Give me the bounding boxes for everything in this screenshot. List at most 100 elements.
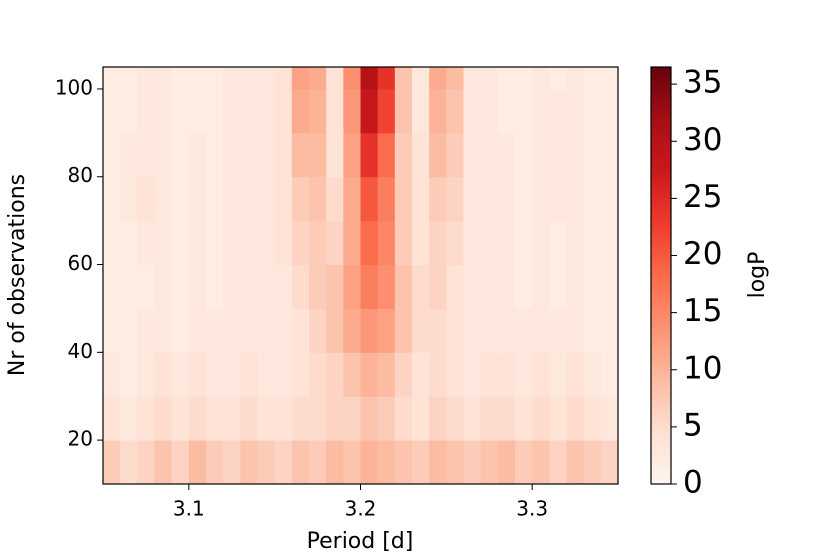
heatmap-cell xyxy=(103,308,121,353)
heatmap-cell xyxy=(497,440,516,485)
heatmap-cell xyxy=(103,67,121,90)
heatmap-cell xyxy=(600,67,619,90)
heatmap-cell xyxy=(326,132,344,178)
heatmap-cell xyxy=(171,67,190,90)
heatmap-cell xyxy=(377,220,396,266)
heatmap-cell xyxy=(223,220,241,266)
x-tick-label: 3.1 xyxy=(173,497,205,521)
y-tick-label: 40 xyxy=(68,339,93,363)
heatmap-cell xyxy=(257,440,276,485)
heatmap-cell xyxy=(223,440,241,485)
heatmap-cell xyxy=(583,440,602,485)
heatmap-cell xyxy=(549,352,567,397)
heatmap-cell xyxy=(240,176,258,222)
heatmap-cell xyxy=(326,176,344,222)
heatmap-cell xyxy=(137,88,155,134)
heatmap-cell xyxy=(343,396,361,441)
heatmap-cell xyxy=(206,264,224,309)
heatmap-cell xyxy=(291,440,310,485)
heatmap-cell xyxy=(515,67,533,90)
heatmap-cell xyxy=(309,132,327,178)
heatmap-cell xyxy=(188,220,207,266)
heatmap-cell xyxy=(566,264,585,309)
heatmap-cell xyxy=(240,67,258,90)
heatmap-cell xyxy=(326,396,344,441)
heatmap-cell xyxy=(566,308,585,353)
heatmap-cell xyxy=(171,264,190,309)
heatmap-cell xyxy=(532,88,550,134)
heatmap-cell xyxy=(549,67,567,90)
x-tick-label: 3.3 xyxy=(516,497,548,521)
heatmap-cell xyxy=(154,67,173,90)
heatmap-cell xyxy=(120,176,138,222)
heatmap-cell xyxy=(480,88,499,134)
heatmap-cell xyxy=(206,396,224,441)
heatmap-cell xyxy=(463,352,482,397)
heatmap-cell xyxy=(394,220,413,266)
heatmap-cell xyxy=(429,132,447,178)
heatmap-cell xyxy=(137,67,155,90)
heatmap-cell xyxy=(600,176,619,222)
heatmap-cell xyxy=(583,264,602,309)
colorbar-tick-label: 30 xyxy=(683,122,722,158)
heatmap-cell xyxy=(566,220,585,266)
heatmap-cell xyxy=(394,176,413,222)
heatmap-cell xyxy=(223,264,241,309)
heatmap-cell xyxy=(446,308,464,353)
heatmap-cell xyxy=(429,176,447,222)
heatmap-cell xyxy=(394,308,413,353)
heatmap-cell xyxy=(463,67,482,90)
heatmap-cell xyxy=(549,440,567,485)
heatmap-cell xyxy=(343,132,361,178)
heatmap-cell xyxy=(532,67,550,90)
heatmap-cell xyxy=(412,352,430,397)
heatmap-cell xyxy=(309,176,327,222)
heatmap-cell xyxy=(446,67,464,90)
heatmap-cell xyxy=(326,264,344,309)
heatmap-cell xyxy=(154,176,173,222)
heatmap-cell xyxy=(274,176,293,222)
heatmap-cell xyxy=(291,132,310,178)
heatmap-cell xyxy=(206,352,224,397)
heatmap-cell xyxy=(566,176,585,222)
heatmap-cell xyxy=(412,308,430,353)
heatmap-cell xyxy=(600,264,619,309)
heatmap-cell xyxy=(377,67,396,90)
heatmap-cell xyxy=(223,308,241,353)
heatmap-cell xyxy=(274,308,293,353)
heatmap-cell xyxy=(291,176,310,222)
heatmap-cell xyxy=(137,440,155,485)
heatmap-cell xyxy=(137,220,155,266)
heatmap-cell xyxy=(549,396,567,441)
heatmap-cell xyxy=(360,67,379,90)
heatmap-cell xyxy=(497,396,516,441)
heatmap-cell xyxy=(291,396,310,441)
heatmap-cell xyxy=(206,67,224,90)
heatmap-cell xyxy=(120,308,138,353)
heatmap-cell xyxy=(394,88,413,134)
heatmap-cell xyxy=(463,440,482,485)
heatmap-cell xyxy=(291,308,310,353)
heatmap-cell xyxy=(429,440,447,485)
colorbar-label: logP xyxy=(745,252,770,299)
heatmap-cell xyxy=(188,396,207,441)
heatmap-cell xyxy=(137,176,155,222)
heatmap-cell xyxy=(429,308,447,353)
heatmap-cell xyxy=(274,220,293,266)
heatmap-cell xyxy=(326,220,344,266)
heatmap-cell xyxy=(429,352,447,397)
heatmap-cell xyxy=(291,67,310,90)
heatmap-cell xyxy=(274,67,293,90)
heatmap-cell xyxy=(549,220,567,266)
heatmap-cell xyxy=(394,264,413,309)
heatmap-cell xyxy=(515,308,533,353)
heatmap-cell xyxy=(566,440,585,485)
heatmap-cell xyxy=(309,440,327,485)
heatmap-cell xyxy=(497,220,516,266)
heatmap-cell xyxy=(600,132,619,178)
heatmap-cell xyxy=(463,308,482,353)
colorbar-tick-label: 25 xyxy=(683,179,722,215)
y-tick-label: 100 xyxy=(55,75,93,99)
heatmap-cell xyxy=(583,88,602,134)
heatmap-cell xyxy=(377,396,396,441)
